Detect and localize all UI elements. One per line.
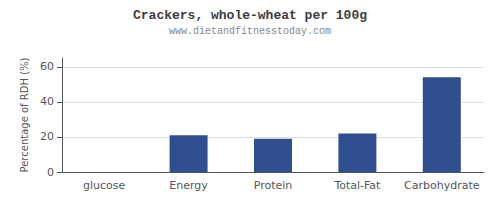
svg-text:glucose: glucose bbox=[83, 179, 126, 192]
svg-text:Carbohydrate: Carbohydrate bbox=[404, 179, 480, 192]
svg-text:Crackers, whole-wheat per 100g: Crackers, whole-wheat per 100g bbox=[133, 8, 367, 23]
svg-text:www.dietandfitnesstoday.com: www.dietandfitnesstoday.com bbox=[169, 26, 331, 37]
svg-text:Protein: Protein bbox=[254, 179, 293, 192]
svg-text:Energy: Energy bbox=[169, 179, 208, 192]
svg-text:20: 20 bbox=[40, 130, 54, 143]
svg-text:Percentage of RDH (%): Percentage of RDH (%) bbox=[19, 57, 30, 172]
svg-text:Total-Fat: Total-Fat bbox=[333, 179, 381, 192]
svg-text:0: 0 bbox=[47, 166, 54, 179]
svg-text:60: 60 bbox=[40, 60, 54, 73]
svg-text:40: 40 bbox=[40, 95, 54, 108]
